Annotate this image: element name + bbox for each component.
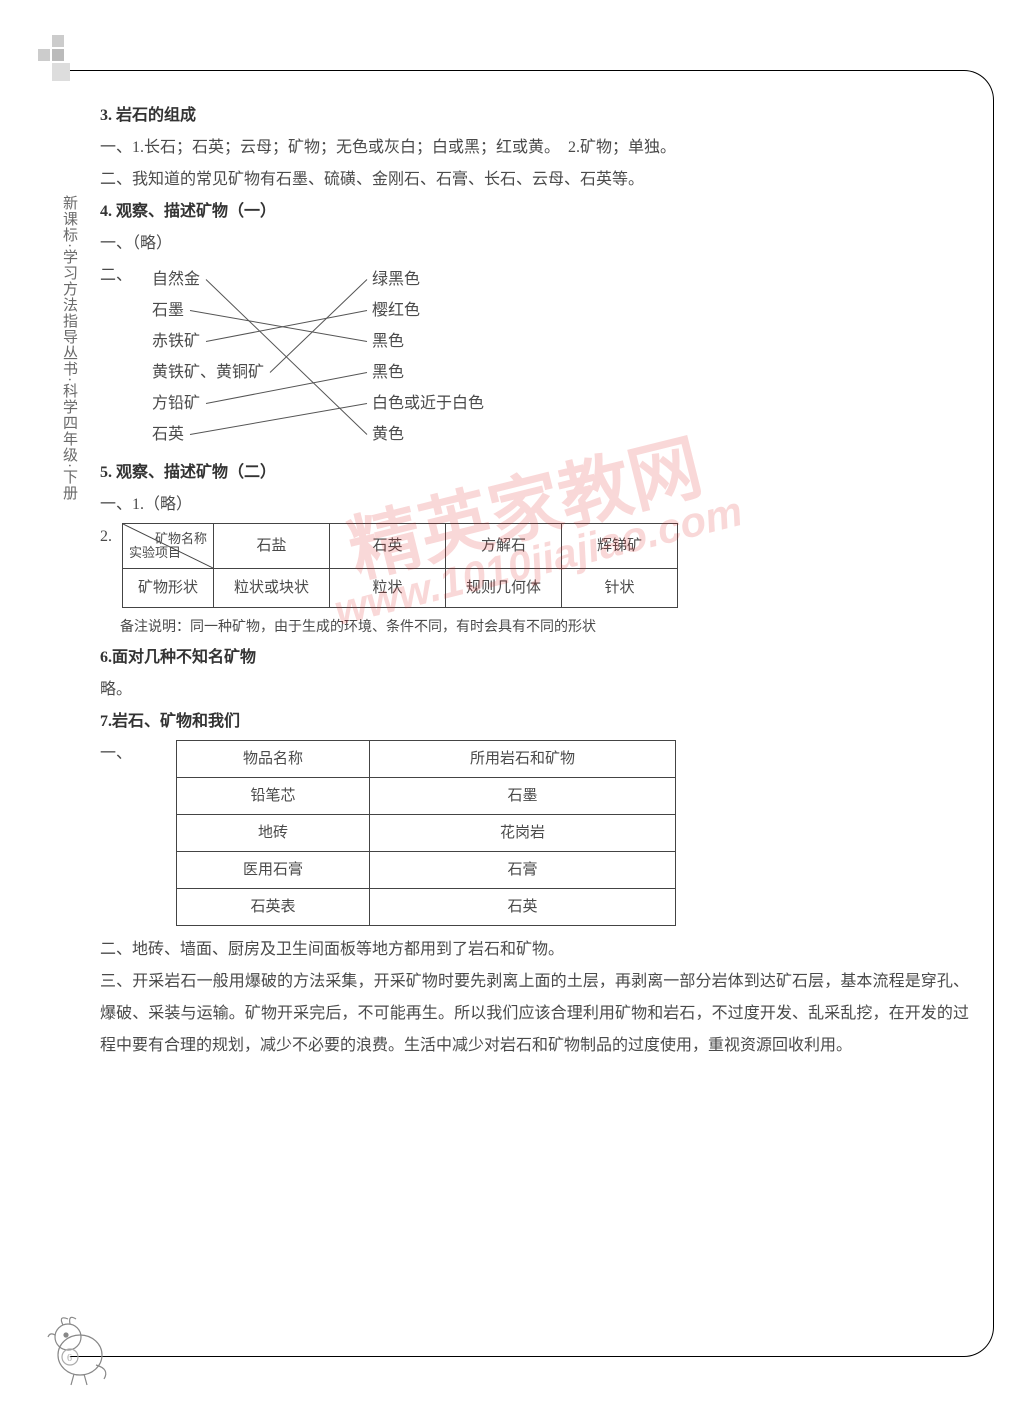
section-4-prefix: 二、 [100,260,122,292]
mineral-col: 方解石 [446,524,562,569]
uses-table: 物品名称 所用岩石和矿物 铅笔芯石墨 地砖花岗岩 医用石膏石膏 石英表石英 [176,740,676,926]
uses-cell: 石英 [370,889,676,926]
diag-bottom: 实验项目 [129,540,181,566]
mineral-col: 辉锑矿 [562,524,678,569]
section-5-heading: 5. 观察、描述矿物（二） [100,457,969,489]
section-5-line-1: 一、1.（略） [100,489,969,521]
uses-cell: 石膏 [370,852,676,889]
match-left-item: 方铅矿 [152,388,264,419]
mineral-col: 石盐 [214,524,330,569]
uses-cell: 医用石膏 [177,852,370,889]
match-left-item: 黄铁矿、黄铜矿 [152,357,264,388]
diag-header-cell: 矿物名称 实验项目 [123,524,214,569]
main-content: 3. 岩石的组成 一、1.长石；石英；云母；矿物；无色或灰白；白或黑；红或黄。 … [100,100,969,1062]
matching-left: 自然金 石墨 赤铁矿 黄铁矿、黄铜矿 方铅矿 石英 [152,264,264,450]
matching-diagram: 自然金 石墨 赤铁矿 黄铁矿、黄铜矿 方铅矿 石英 绿黑色 樱红色 黑色 黑色 … [152,264,612,449]
section-3-line-2: 二、我知道的常见矿物有石墨、硫磺、金刚石、石膏、长石、云母、石英等。 [100,164,969,196]
section-6-heading: 6.面对几种不知名矿物 [100,642,969,674]
section-6-line-1: 略。 [100,674,969,706]
section-7-heading: 7.岩石、矿物和我们 [100,706,969,738]
section-5-note: 备注说明：同一种矿物，由于生成的环境、条件不同，有时会具有不同的形状 [120,614,969,642]
match-right-item: 黑色 [372,326,484,357]
mineral-cell: 针状 [562,569,678,608]
uses-cell: 地砖 [177,815,370,852]
uses-head: 所用岩石和矿物 [370,741,676,778]
section-5-prefix: 2. [100,521,122,553]
mineral-cell: 粒状 [330,569,446,608]
match-left-item: 赤铁矿 [152,326,264,357]
match-right-item: 黄色 [372,419,484,450]
section-3-line-1: 一、1.长石；石英；云母；矿物；无色或灰白；白或黑；红或黄。 2.矿物；单独。 [100,132,969,164]
mineral-col: 石英 [330,524,446,569]
uses-cell: 花岗岩 [370,815,676,852]
section-4-line-1: 一、（略） [100,228,969,260]
match-right-item: 樱红色 [372,295,484,326]
match-right-item: 绿黑色 [372,264,484,295]
section-7-line-2: 二、地砖、墙面、厨房及卫生间面板等地方都用到了岩石和矿物。 [100,934,969,966]
mineral-table: 矿物名称 实验项目 石盐 石英 方解石 辉锑矿 矿物形状 粒状或块状 粒状 规则… [122,523,678,608]
uses-cell: 铅笔芯 [177,778,370,815]
bird-decoration: 6 [38,1307,118,1397]
match-right-item: 黑色 [372,357,484,388]
uses-cell: 石墨 [370,778,676,815]
svg-text:6: 6 [67,1353,72,1364]
uses-head: 物品名称 [177,741,370,778]
sidebar-title: 新课标·学习方法指导丛书·科学四年级·下册 [58,195,78,501]
mineral-cell: 粒状或块状 [214,569,330,608]
uses-cell: 石英表 [177,889,370,926]
match-left-item: 石墨 [152,295,264,326]
match-left-item: 自然金 [152,264,264,295]
section-3-heading: 3. 岩石的组成 [100,100,969,132]
match-left-item: 石英 [152,419,264,450]
match-right-item: 白色或近于白色 [372,388,484,419]
mineral-row-label: 矿物形状 [123,569,214,608]
section-4-heading: 4. 观察、描述矿物（一） [100,196,969,228]
section-7-prefix: 一、 [100,738,136,770]
section-7-line-3: 三、开采岩石一般用爆破的方法采集，开采矿物时要先剥离上面的土层，再剥离一部分岩体… [100,966,969,1062]
matching-right: 绿黑色 樱红色 黑色 黑色 白色或近于白色 黄色 [372,264,484,450]
mineral-cell: 规则几何体 [446,569,562,608]
